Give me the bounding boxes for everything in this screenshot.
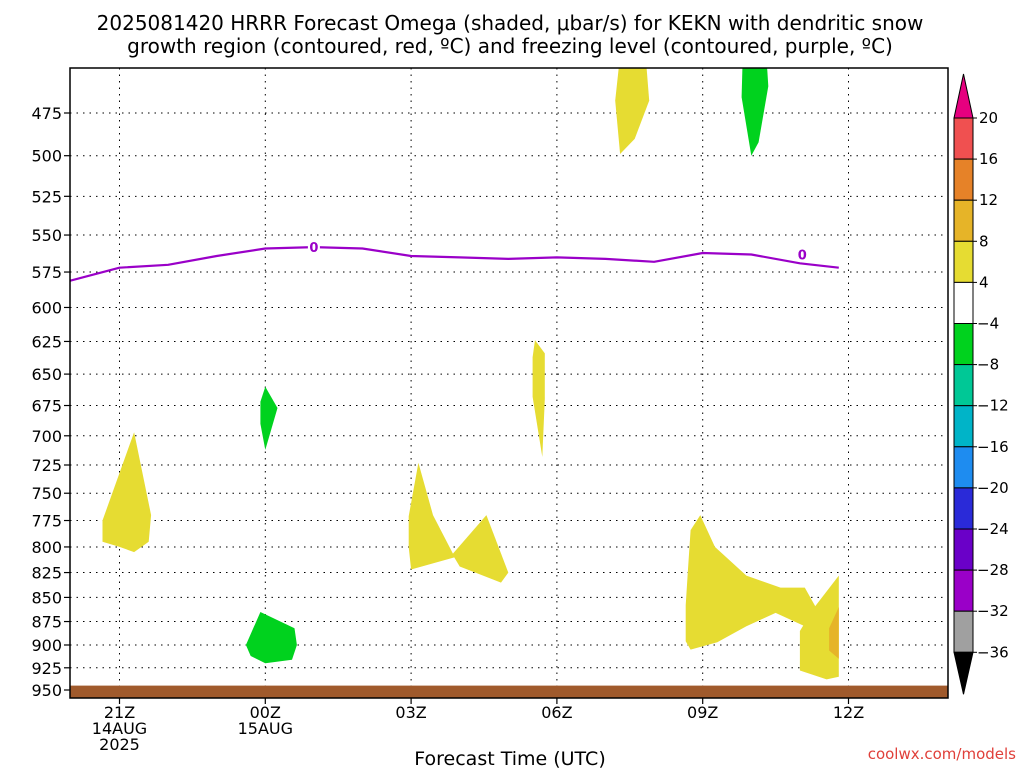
y-axis-ticks: 475 500 525 550 575 600 625 650 675 700 725 750 775 8…: [31, 104, 70, 700]
y-tick-label: 725: [31, 456, 62, 475]
y-tick-label: 700: [31, 427, 62, 446]
omega-region: [615, 68, 650, 154]
plot-grid: [70, 68, 948, 698]
colorbar-label: −32: [977, 602, 1009, 620]
y-tick-label: 850: [31, 588, 62, 607]
plot-frame: [69, 67, 949, 699]
y-tick-label: 675: [31, 397, 62, 416]
y-tick-label: 750: [31, 484, 62, 503]
colorbar-label: 16: [979, 150, 998, 168]
colorbar-label: −4: [977, 315, 999, 333]
colorbar-box: [953, 487, 974, 530]
y-tick-label: 875: [31, 613, 62, 632]
colorbar-box: [953, 446, 974, 489]
omega-region: [245, 612, 297, 664]
colorbar-box: [953, 405, 974, 448]
y-tick-label: 575: [31, 263, 62, 282]
y-tick-label: 550: [31, 226, 62, 245]
omega-region: [452, 515, 509, 583]
omega-region: [799, 575, 839, 680]
omega-region: [829, 607, 839, 659]
colorbar-box: [953, 117, 974, 160]
y-tick-label: 475: [31, 104, 62, 123]
colorbar-label: 20: [979, 109, 998, 127]
colorbar-box: [953, 323, 974, 366]
x-tick-label: 00Z: [250, 703, 281, 722]
colorbar-box: [953, 281, 974, 324]
colorbar-top-arrow: [953, 73, 974, 119]
colorbar-label: −8: [977, 356, 999, 374]
x-tick-label: 03Z: [395, 703, 426, 722]
omega-region: [532, 340, 545, 457]
colorbar-box: [953, 610, 974, 653]
colorbar-box: [953, 240, 974, 283]
omega-region: [102, 432, 152, 553]
y-tick-label: 500: [31, 147, 62, 166]
x-tick-label: 14AUG: [92, 719, 147, 738]
freezing-level-label: 0: [798, 248, 807, 263]
colorbar-box: [953, 528, 974, 571]
colorbar-bottom-arrow: [953, 651, 974, 695]
colorbar-label: −12: [977, 397, 1009, 415]
y-tick-label: 650: [31, 365, 62, 384]
omega-region: [408, 462, 455, 570]
colorbar-label: −28: [977, 561, 1009, 579]
x-tick-label: 2025: [99, 735, 140, 754]
colorbar-label: −20: [977, 479, 1009, 497]
omega-region: [260, 386, 278, 450]
y-tick-label: 600: [31, 298, 62, 317]
colorbar-label: −24: [977, 520, 1009, 538]
ground-layer: [70, 685, 948, 698]
colorbar-box: [953, 569, 974, 612]
colorbar-label: −16: [977, 438, 1009, 456]
omega-region: [741, 68, 769, 156]
omega-colorbar: 20 16 12 8 4 −4 −8 −12 −16 −20 −24 −28 −32 −36: [953, 73, 1009, 695]
x-tick-label: 12Z: [833, 703, 864, 722]
freezing-label-bg: [796, 246, 809, 262]
freezing-level-line: [70, 246, 839, 282]
colorbar-label: −36: [977, 643, 1009, 661]
omega-shaded-regions: [102, 68, 839, 680]
ground-strip: [70, 685, 948, 698]
colorbar-box: [953, 199, 974, 242]
credit-text: coolwx.com/models: [868, 745, 1016, 763]
colorbar-box: [953, 158, 974, 201]
x-axis-label: Forecast Time (UTC): [414, 748, 605, 768]
chart-title-line1: 2025081420 HRRR Forecast Omega (shaded, …: [97, 11, 924, 35]
omega-region: [685, 515, 817, 650]
colorbar-label: 4: [979, 273, 989, 291]
chart-title-line2: growth region (contoured, red, ºC) and f…: [127, 34, 893, 58]
y-tick-label: 775: [31, 512, 62, 531]
y-tick-label: 825: [31, 564, 62, 583]
colorbar-box: [953, 364, 974, 407]
x-tick-label: 15AUG: [238, 719, 293, 738]
x-tick-label: 21Z: [104, 703, 135, 722]
x-tick-label: 09Z: [687, 703, 718, 722]
freezing-level-label: 0: [309, 241, 318, 256]
colorbar-label: 12: [979, 191, 998, 209]
y-tick-label: 925: [31, 659, 62, 678]
colorbar-label: 8: [979, 232, 989, 250]
freezing-label-bg: [307, 239, 320, 255]
y-tick-label: 800: [31, 538, 62, 557]
x-tick-label: 06Z: [541, 703, 572, 722]
y-tick-label: 900: [31, 636, 62, 655]
y-tick-label: 525: [31, 187, 62, 206]
y-tick-label: 625: [31, 332, 62, 351]
y-tick-label: 950: [31, 681, 62, 700]
